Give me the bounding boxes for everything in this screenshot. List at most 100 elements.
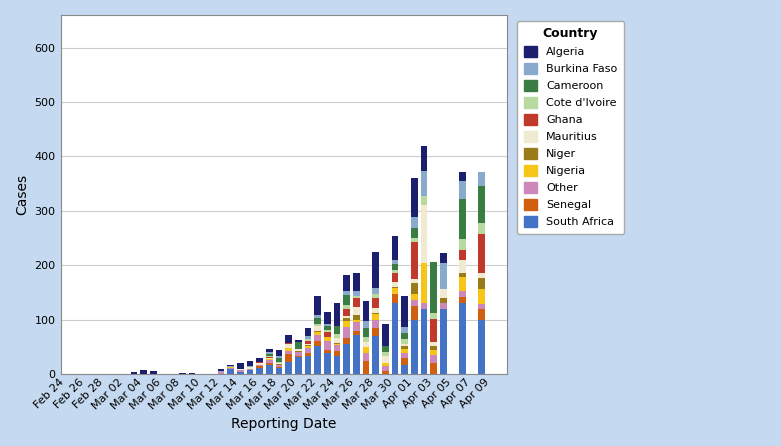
Bar [266,360,273,363]
Bar [479,304,485,310]
Bar [401,296,408,327]
Bar [401,347,408,348]
Bar [305,343,312,345]
Bar [227,365,234,367]
Bar [256,363,263,365]
Bar [459,182,466,199]
Bar [266,352,273,354]
Bar [276,365,282,367]
Bar [324,332,330,337]
Bar [411,300,418,306]
Bar [373,314,379,320]
Bar [324,350,330,353]
Bar [324,342,330,350]
Bar [333,343,341,345]
Bar [266,365,273,374]
Bar [430,363,437,374]
Bar [459,239,466,249]
Bar [305,336,312,339]
Bar [314,346,321,374]
Bar [362,347,369,353]
Bar [459,297,466,303]
Bar [314,296,321,315]
Bar [401,358,408,365]
Bar [179,373,186,374]
Bar [373,294,379,298]
Bar [440,253,447,263]
Bar [343,343,350,374]
Bar [285,343,292,344]
Bar [479,320,485,374]
Bar [256,358,263,362]
Bar [266,357,273,358]
Bar [256,366,263,368]
Bar [314,341,321,346]
Bar [382,323,389,347]
Bar [430,313,437,318]
Bar [420,146,427,171]
Bar [285,362,292,374]
Bar [373,313,379,314]
Bar [314,335,321,341]
Bar [411,217,418,228]
Bar [276,364,282,365]
Bar [440,303,447,309]
Bar [362,328,369,337]
Bar [459,277,466,291]
Bar [266,358,273,359]
Bar [247,369,253,370]
Bar [382,352,389,355]
Bar [285,354,292,362]
Bar [362,321,369,328]
Bar [285,351,292,354]
Bar [401,327,408,333]
Bar [459,249,466,260]
Bar [353,298,359,307]
Bar [256,365,263,366]
Bar [266,349,273,352]
Bar [276,356,282,358]
Bar [333,351,341,355]
Bar [237,372,244,374]
Bar [373,328,379,336]
Bar [247,360,253,367]
Bar [333,334,341,338]
Bar [373,320,379,328]
Bar [227,367,234,368]
Bar [420,263,427,303]
Bar [333,355,341,374]
Bar [459,172,466,182]
Bar [305,355,312,374]
Bar [333,326,341,334]
Bar [324,326,330,330]
Bar [333,345,341,351]
Bar [479,172,485,186]
Bar [479,278,485,289]
Bar [218,372,224,374]
Bar [314,326,321,330]
Bar [266,359,273,360]
Bar [411,238,418,243]
Bar [420,171,427,196]
Bar [343,291,350,295]
Bar [343,316,350,318]
Bar [459,291,466,297]
Bar [459,273,466,277]
Bar [256,368,263,374]
Bar [130,372,137,374]
Bar [401,343,408,347]
Bar [411,320,418,374]
Bar [411,306,418,320]
Bar [479,273,485,278]
Bar [430,262,437,313]
Bar [411,280,418,283]
Bar [324,312,330,323]
Bar [343,327,350,338]
Bar [391,260,398,264]
Bar [382,366,389,372]
Bar [391,264,398,270]
Bar [314,330,321,332]
Bar [266,355,273,357]
Bar [276,358,282,362]
Bar [362,301,369,321]
